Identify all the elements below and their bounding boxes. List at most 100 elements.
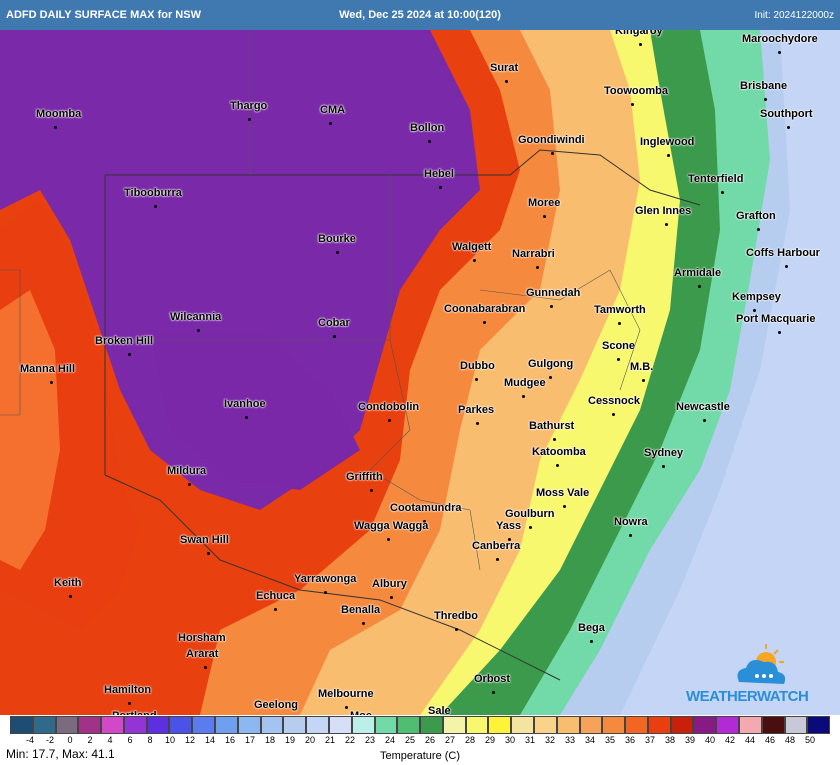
legend-tick-label: 4 [107,735,113,745]
city-marker [154,205,157,208]
city-marker [764,98,767,101]
legend-swatch [533,716,557,734]
legend-tick-label: 0 [67,735,73,745]
city-marker [522,395,525,398]
city-label: Bollon [410,122,445,134]
city-label: Albury [372,578,407,590]
legend-tick-label: 21 [324,735,336,745]
temp-zone-39-interior [150,330,360,490]
legend-swatch [625,716,648,734]
city-label: Moe [350,710,372,715]
city-label: Tamworth [594,304,646,316]
legend-tick-label: 25 [404,735,416,745]
city-marker [536,266,539,269]
city-marker [455,628,458,631]
city-label: Goulburn [505,508,555,520]
city-label: Coonabarabran [444,303,526,315]
legend-tick-label: 28 [464,735,476,745]
city-marker [345,706,348,709]
city-label: Horsham [178,632,226,644]
city-marker [128,353,131,356]
legend-tick-label: 22 [344,735,356,745]
legend-swatch [101,716,124,734]
legend-tick-label: 26 [424,735,436,745]
legend-tick-label: 32 [544,735,556,745]
nsw-region-line-2 [369,339,481,571]
city-label: Wilcannia [170,311,222,323]
city-label: Yarrawonga [294,573,357,585]
legend-swatch [306,716,329,734]
city-marker [556,464,559,467]
city-label: Sale [428,705,451,715]
city-label: Kempsey [732,291,781,303]
city-label: Armidale [674,267,722,279]
legend-swatch [237,716,261,734]
city-label: Manna Hill [20,363,76,375]
city-label: Brisbane [740,80,788,92]
min-max-label: Min: 17.7, Max: 41.1 [6,747,115,761]
legend-swatch [739,716,762,734]
legend-swatch [374,716,398,734]
city-marker [618,322,621,325]
title-bar: ADFD DAILY SURFACE MAX for NSW Wed, Dec … [0,0,840,30]
nsw-vic-border [104,474,561,681]
city-marker [473,259,476,262]
temperature-map[interactable]: Moomba Thargo CMA Bollon Surat Kingaroy Marooc… [0,30,840,715]
city-marker [388,419,391,422]
valid-time-title: Wed, Dec 25 2024 at 10:00(120) [339,9,501,21]
legend-swatch [511,716,534,734]
legend-tick-label: 31 [524,735,536,745]
city-label: Moomba [36,108,82,120]
legend-swatch [442,716,466,734]
city-marker [629,534,632,537]
city-marker [549,376,552,379]
city-marker [721,191,724,194]
city-label: Thredbo [434,610,478,622]
legend-tick-label: 23 [364,735,376,745]
legend-tick-label: 6 [127,735,133,745]
city-marker [639,43,642,46]
city-marker [665,223,668,226]
city-label: Broken Hill [95,335,154,347]
city-marker [274,608,277,611]
city-marker [428,140,431,143]
temp-zone-36-west [0,290,60,570]
city-marker [362,622,365,625]
city-label: Swan Hill [180,534,229,546]
city-label: Hamilton [104,684,152,696]
city-label: Melbourne [318,688,374,700]
legend-tick-label: 12 [184,735,196,745]
legend-tick-label: 30 [504,735,516,745]
legend-tick-label: 33 [564,735,576,745]
city-label: Inglewood [640,136,695,148]
city-label: Yass [496,520,522,532]
city-label: Kingaroy [615,30,663,37]
city-label: Cobar [318,317,350,329]
product-title: ADFD DAILY SURFACE MAX for NSW [6,9,201,21]
city-marker [476,422,479,425]
city-label: Goondiwindi [518,134,585,146]
city-marker [496,558,499,561]
city-marker [50,381,53,384]
city-marker [387,538,390,541]
legend-swatch [761,716,785,734]
city-label: Gulgong [528,358,574,370]
legend-swatch [397,716,421,734]
city-label: Dubbo [460,360,495,372]
city-label: Tibooburra [124,187,182,199]
legend-tick-label: 38 [664,735,676,745]
weatherwatch-logo: WEATHERWATCH [684,640,834,708]
legend-tick-label: 39 [684,735,696,745]
city-label: Portland [112,710,157,715]
temperature-legend [10,716,831,734]
city-marker [631,103,634,106]
city-marker [199,650,202,653]
city-marker [529,526,532,529]
legend-tick-label: 42 [724,735,736,745]
city-label: Sydney [644,447,684,459]
legend-swatch [192,716,216,734]
city-marker [248,118,251,121]
city-marker [207,552,210,555]
legend-ticks: -4 -2 0 2 4 6 8 10 12 14 16 17 18 19 20 21 22 23 24 25 26 27 2… [10,735,830,747]
city-label: Canberra [472,540,521,552]
